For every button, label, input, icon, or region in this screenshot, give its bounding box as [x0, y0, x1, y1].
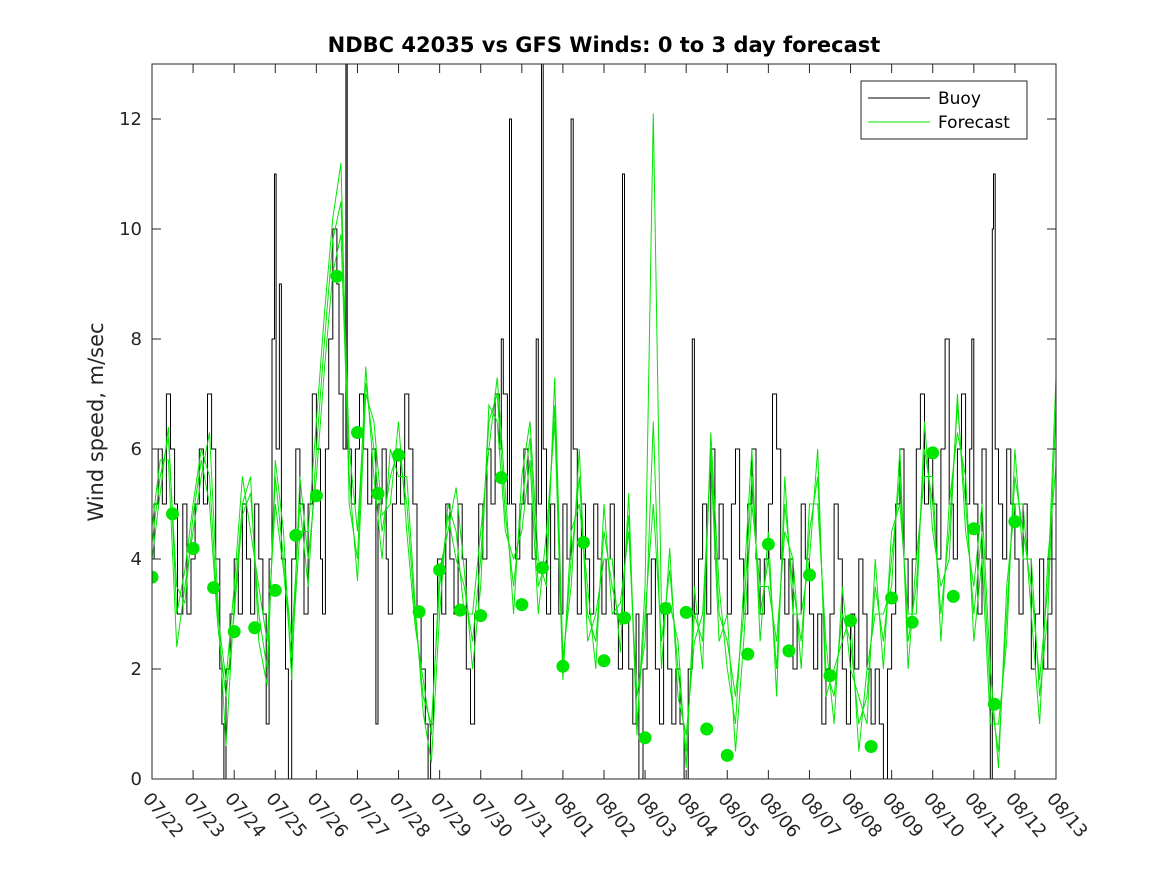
forecast-marker: [967, 522, 981, 536]
forecast-marker: [268, 583, 282, 597]
chart-title: NDBC 42035 vs GFS Winds: 0 to 3 day fore…: [328, 33, 881, 57]
y-tick-label: 10: [119, 219, 142, 240]
forecast-marker: [309, 489, 323, 503]
marker-layer: [152, 269, 1022, 762]
y-tick-label: 2: [131, 659, 142, 680]
forecast-marker: [885, 591, 899, 605]
forecast-marker: [248, 621, 262, 635]
forecast-marker: [761, 537, 775, 551]
forecast-marker: [474, 609, 488, 623]
forecast-marker: [351, 426, 364, 439]
forecast-marker: [152, 570, 159, 584]
forecast-marker: [782, 644, 796, 658]
forecast-marker: [289, 528, 303, 542]
forecast-marker: [433, 563, 447, 577]
forecast-marker: [618, 611, 631, 625]
forecast-marker: [597, 654, 611, 668]
forecast-marker: [494, 471, 508, 485]
forecast-marker: [864, 740, 878, 753]
forecast-marker: [1008, 515, 1022, 529]
forecast-series-line-2: [152, 113, 1056, 769]
forecast-marker: [556, 659, 570, 673]
forecast-marker: [823, 669, 837, 683]
forecast-marker: [227, 625, 241, 639]
y-tick-label: 0: [131, 769, 142, 790]
forecast-marker: [577, 536, 590, 549]
y-tick-label: 12: [119, 109, 142, 130]
legend-box: [860, 80, 1028, 140]
forecast-marker: [844, 614, 857, 628]
y-tick-label: 8: [131, 329, 142, 350]
forecast-marker: [741, 647, 755, 661]
forecast-marker: [803, 568, 816, 582]
forecast-marker: [412, 605, 426, 619]
forecast-marker: [371, 487, 385, 500]
legend: Buoy Forecast: [860, 80, 1028, 140]
series-layer: [152, 64, 1056, 779]
forecast-marker: [659, 602, 673, 615]
forecast-marker: [535, 561, 549, 575]
forecast-marker: [515, 598, 529, 612]
forecast-marker: [679, 605, 693, 619]
legend-label-buoy: Buoy: [938, 89, 981, 109]
y-axis: 0 2 4 6 8 10 12: [119, 109, 1056, 790]
buoy-series-line: [152, 64, 1056, 779]
forecast-series-line-3: [152, 234, 1056, 769]
forecast-marker: [638, 731, 652, 745]
y-tick-label: 6: [131, 439, 142, 460]
forecast-marker: [926, 446, 940, 460]
forecast-marker: [392, 448, 405, 462]
forecast-marker: [453, 603, 467, 617]
forecast-marker: [166, 507, 179, 521]
forecast-marker: [207, 581, 221, 595]
legend-label-forecast: Forecast: [938, 113, 1010, 133]
y-tick-label: 4: [131, 549, 142, 570]
forecast-marker: [720, 748, 734, 762]
forecast-marker: [987, 697, 1001, 711]
forecast-marker: [330, 269, 344, 283]
forecast-marker: [700, 722, 714, 736]
forecast-marker: [946, 589, 960, 603]
forecast-marker: [905, 615, 919, 629]
y-axis-label: Wind speed, m/sec: [84, 322, 108, 521]
forecast-marker: [186, 542, 200, 555]
